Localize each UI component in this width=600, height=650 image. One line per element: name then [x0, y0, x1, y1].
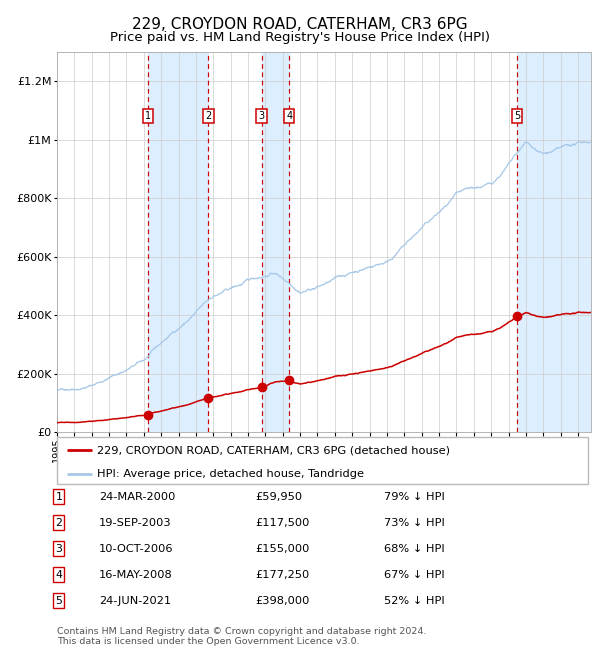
Text: 68% ↓ HPI: 68% ↓ HPI — [384, 543, 445, 554]
Text: 1: 1 — [55, 491, 62, 502]
Text: 24-JUN-2021: 24-JUN-2021 — [99, 595, 171, 606]
Text: 3: 3 — [55, 543, 62, 554]
Text: 2: 2 — [205, 111, 212, 122]
Text: 5: 5 — [55, 595, 62, 606]
Text: 1: 1 — [145, 111, 151, 122]
Text: £398,000: £398,000 — [255, 595, 310, 606]
Text: 24-MAR-2000: 24-MAR-2000 — [99, 491, 175, 502]
Text: 19-SEP-2003: 19-SEP-2003 — [99, 517, 172, 528]
Text: £155,000: £155,000 — [255, 543, 310, 554]
Text: 73% ↓ HPI: 73% ↓ HPI — [384, 517, 445, 528]
Text: 229, CROYDON ROAD, CATERHAM, CR3 6PG: 229, CROYDON ROAD, CATERHAM, CR3 6PG — [132, 17, 468, 32]
Text: 16-MAY-2008: 16-MAY-2008 — [99, 569, 173, 580]
Text: 4: 4 — [286, 111, 292, 122]
Text: This data is licensed under the Open Government Licence v3.0.: This data is licensed under the Open Gov… — [57, 637, 359, 646]
Bar — [148, 52, 208, 432]
Text: 5: 5 — [514, 111, 520, 122]
Text: 4: 4 — [55, 569, 62, 580]
Text: 2: 2 — [55, 517, 62, 528]
FancyBboxPatch shape — [57, 437, 588, 484]
Text: 52% ↓ HPI: 52% ↓ HPI — [384, 595, 445, 606]
Text: 79% ↓ HPI: 79% ↓ HPI — [384, 491, 445, 502]
Text: Contains HM Land Registry data © Crown copyright and database right 2024.: Contains HM Land Registry data © Crown c… — [57, 627, 427, 636]
Text: £177,250: £177,250 — [255, 569, 309, 580]
Text: £59,950: £59,950 — [255, 491, 302, 502]
Text: 3: 3 — [259, 111, 265, 122]
Bar — [517, 52, 591, 432]
Text: 67% ↓ HPI: 67% ↓ HPI — [384, 569, 445, 580]
Bar — [262, 52, 289, 432]
Text: Price paid vs. HM Land Registry's House Price Index (HPI): Price paid vs. HM Land Registry's House … — [110, 31, 490, 44]
Text: HPI: Average price, detached house, Tandridge: HPI: Average price, detached house, Tand… — [97, 469, 364, 479]
Text: £117,500: £117,500 — [255, 517, 310, 528]
Text: 229, CROYDON ROAD, CATERHAM, CR3 6PG (detached house): 229, CROYDON ROAD, CATERHAM, CR3 6PG (de… — [97, 445, 450, 455]
Text: 10-OCT-2006: 10-OCT-2006 — [99, 543, 173, 554]
